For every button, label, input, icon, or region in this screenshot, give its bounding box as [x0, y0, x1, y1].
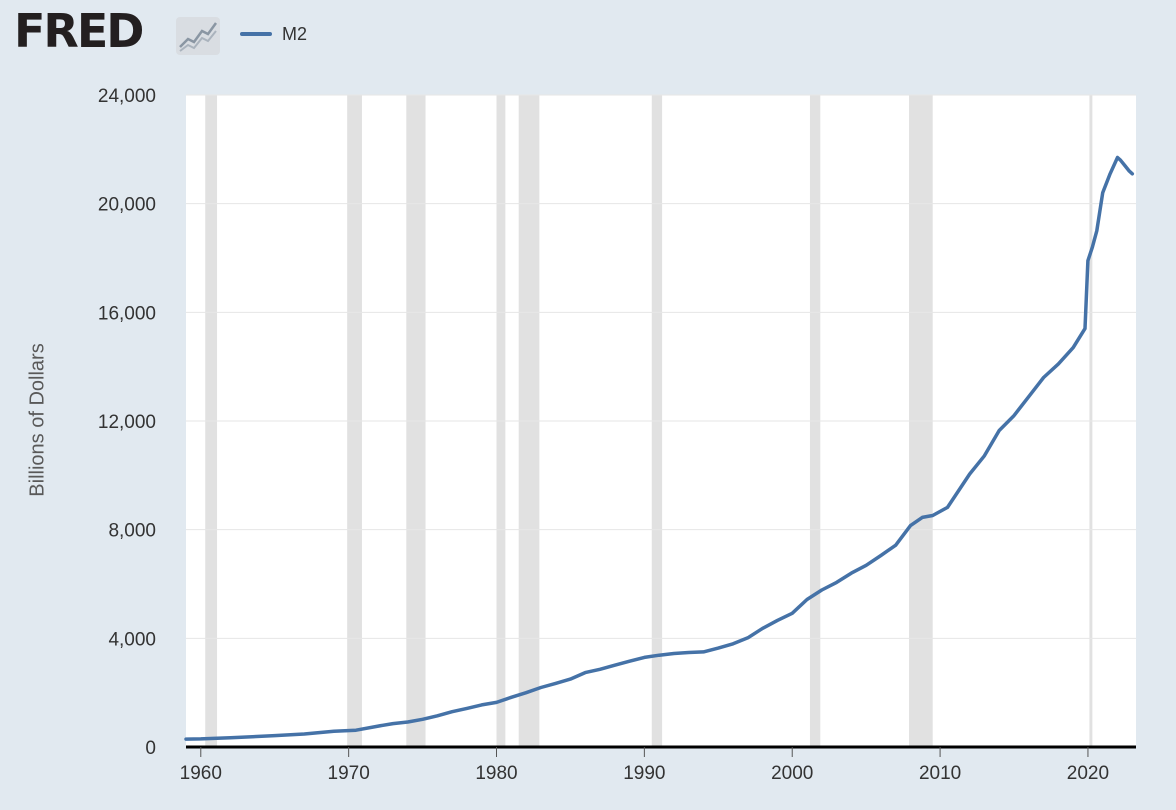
y-tick-label: 16,000 — [98, 303, 156, 324]
x-tick-label: 1960 — [180, 763, 222, 784]
y-tick-label: 8,000 — [108, 521, 156, 542]
y-tick-label: 4,000 — [108, 629, 156, 650]
legend-label-m2: M2 — [282, 23, 308, 44]
y-axis-ticks: 0 4,000 8,000 12,000 16,000 20,000 24,000 — [98, 86, 156, 759]
x-axis-ticks: 1960 1970 1980 1990 2000 2010 2020 — [180, 747, 1109, 784]
x-tick-label: 1970 — [328, 763, 370, 784]
legend-swatch-m2 — [240, 32, 272, 36]
y-tick-label: 0 — [145, 738, 156, 759]
header: FRED M2 — [0, 0, 1176, 80]
gridlines — [186, 94, 1136, 639]
series-line-m2 — [184, 155, 1135, 741]
legend: M2 — [240, 22, 307, 46]
x-tick-label: 2000 — [771, 763, 813, 784]
x-tick-label: 1990 — [623, 763, 665, 784]
y-axis-label: Billions of Dollars — [26, 343, 49, 497]
x-tick-label: 1980 — [475, 763, 517, 784]
x-tick-label: 2020 — [1067, 763, 1109, 784]
fred-logo[interactable]: FRED — [14, 4, 144, 58]
y-tick-label: 20,000 — [98, 195, 156, 216]
chart-logo-icon — [176, 17, 220, 55]
y-tick-label: 24,000 — [98, 86, 156, 107]
series-layer — [184, 155, 1135, 741]
x-tick-label: 2010 — [919, 763, 961, 784]
y-tick-label: 12,000 — [98, 412, 156, 433]
